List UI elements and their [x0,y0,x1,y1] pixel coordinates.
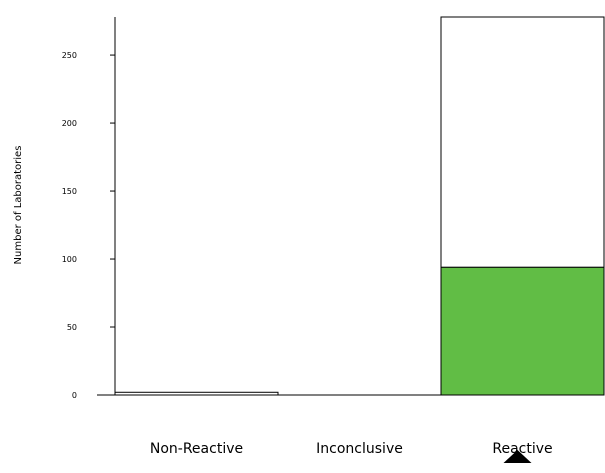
result-marker-triangle-icon [503,450,532,463]
x-category-label-non-reactive: Non-Reactive [150,441,243,457]
markers-group [503,450,532,463]
bar-reactive-segment-0 [440,266,605,396]
bars-group [114,16,605,396]
bar-reactive-segment-1 [440,16,605,268]
y-tick-label-250: 250 [62,51,77,60]
y-tick-label-50: 50 [67,323,77,332]
y-tick-label-200: 200 [62,119,77,128]
y-tick-label-150: 150 [62,187,77,196]
axes-group [97,17,604,396]
y-tick-label-100: 100 [62,255,77,264]
y-tick-label-0: 0 [72,391,77,400]
y-axis-title: Number of Laboratories [13,146,24,265]
x-category-label-reactive: Reactive [492,441,552,457]
labels-group: 0 50 100 150 200 250 Non-Reactive Inconclusive R… [62,51,553,457]
x-category-label-inconclusive: Inconclusive [316,441,403,457]
